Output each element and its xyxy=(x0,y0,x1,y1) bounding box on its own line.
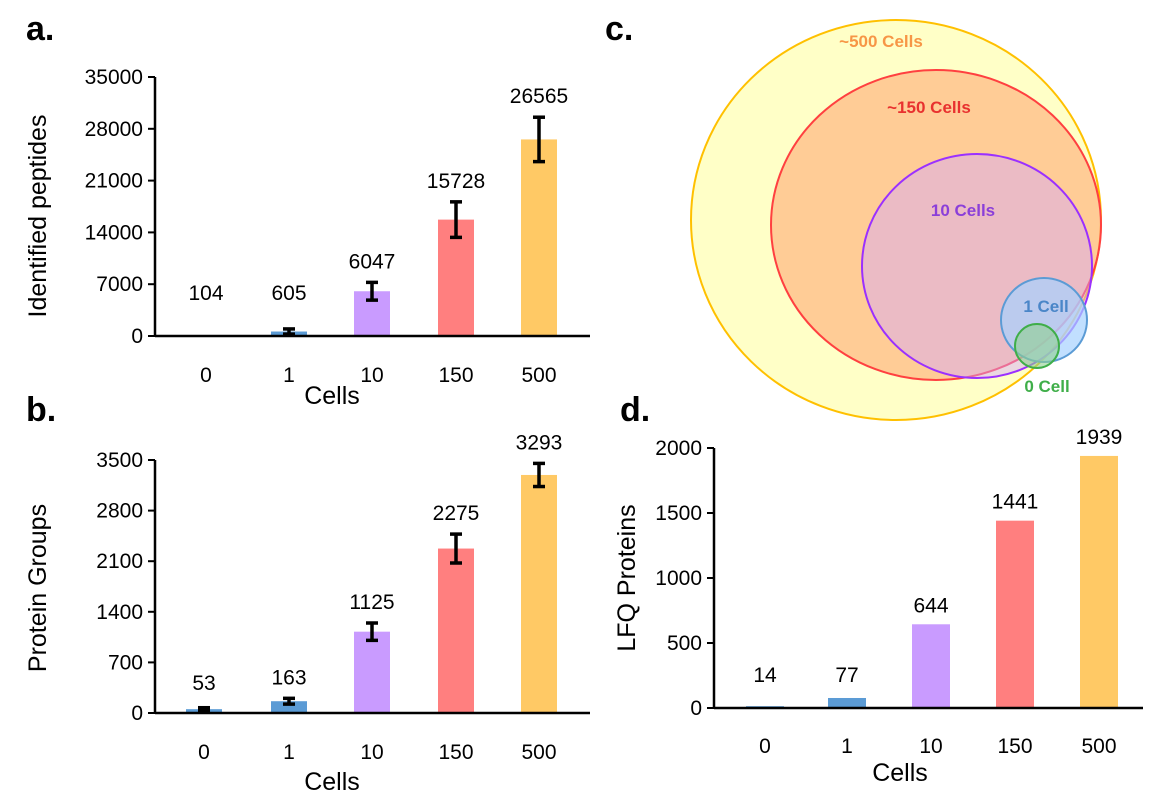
y-tick-label: 3500 xyxy=(96,449,143,472)
x-tick-label: 1 xyxy=(283,741,295,764)
data-label: 14 xyxy=(753,664,777,687)
y-tick-label: 2800 xyxy=(96,500,143,523)
venn-label-500-cells: ~500 Cells xyxy=(839,32,923,51)
bar-150-cells xyxy=(438,548,474,713)
y-tick-label: 14000 xyxy=(85,221,143,244)
data-label: 163 xyxy=(271,666,306,689)
x-tick-label: 150 xyxy=(997,735,1032,758)
data-label: 104 xyxy=(188,282,223,305)
x-tick-label: 500 xyxy=(521,741,556,764)
y-tick-label: 7000 xyxy=(96,273,143,296)
bar-1-cells xyxy=(828,697,866,708)
panel-a-peptides-chart: a. Identified peptides 0 7000 14000 21000 28… xyxy=(24,10,590,410)
y-tick-label: 1000 xyxy=(655,567,702,590)
venn-circle-0-cell xyxy=(1014,323,1060,369)
data-label: 1441 xyxy=(992,491,1039,514)
panel-b-y-axis-title: Protein Groups xyxy=(24,504,52,672)
data-label: 3293 xyxy=(516,431,563,454)
venn-label-0-cell: 0 Cell xyxy=(1024,377,1069,396)
y-tick-label: 0 xyxy=(690,697,702,720)
x-tick-label: 1 xyxy=(841,735,853,758)
x-tick-label: 500 xyxy=(1081,735,1116,758)
panel-a-y-axis-title: Identified peptides xyxy=(24,115,52,318)
x-tick-label: 10 xyxy=(919,735,942,758)
data-label: 6047 xyxy=(349,250,396,273)
data-label: 1939 xyxy=(1076,426,1123,449)
panel-b-label: b. xyxy=(26,391,56,429)
panel-b-x-axis-title: Cells xyxy=(304,768,360,796)
panel-a-label: a. xyxy=(26,10,54,48)
panel-d-y-axis-title: LFQ Proteins xyxy=(613,504,641,651)
x-tick-label: 10 xyxy=(360,364,383,387)
y-tick-label: 0 xyxy=(131,702,143,725)
bar-500-cells xyxy=(521,474,557,713)
y-tick-label: 2100 xyxy=(96,550,143,573)
bar-500-cells xyxy=(521,139,557,336)
x-tick-label: 10 xyxy=(360,741,383,764)
x-tick-label: 0 xyxy=(200,364,212,387)
y-tick-label: 700 xyxy=(108,651,143,674)
x-tick-label: 150 xyxy=(438,364,473,387)
venn-label-150-cells: ~150 Cells xyxy=(887,98,971,117)
data-label: 53 xyxy=(192,672,215,695)
x-tick-label: 500 xyxy=(521,364,556,387)
y-tick-label: 1500 xyxy=(655,502,702,525)
bar-1-cells xyxy=(271,701,307,713)
panel-d-x-axis-title: Cells xyxy=(872,759,928,787)
y-tick-label: 2000 xyxy=(655,437,702,460)
panel-c-venn-diagram: c. ~500 Cells ~150 Cells 10 Cells 1 Cell… xyxy=(605,10,1102,421)
bar-150-cells xyxy=(996,520,1034,708)
y-tick-label: 1400 xyxy=(96,601,143,624)
x-tick-label: 150 xyxy=(438,741,473,764)
data-label: 605 xyxy=(271,282,306,305)
venn-label-1-cell: 1 Cell xyxy=(1023,297,1068,316)
venn-label-10-cells: 10 Cells xyxy=(931,201,995,220)
y-tick-label: 28000 xyxy=(85,118,143,141)
data-label: 15728 xyxy=(427,170,485,193)
panel-d-label: d. xyxy=(620,391,650,429)
x-tick-label: 1 xyxy=(283,364,295,387)
bar-10-cells xyxy=(912,624,950,708)
bar-10-cells xyxy=(354,631,390,713)
panel-a-x-axis-title: Cells xyxy=(304,382,360,410)
panel-b-protein-groups-chart: b. Protein Groups 0 700 1400 2100 2800 3500 5… xyxy=(24,391,590,796)
data-label: 77 xyxy=(835,664,858,687)
y-tick-label: 500 xyxy=(667,632,702,655)
y-tick-label: 21000 xyxy=(85,170,143,193)
data-label: 1125 xyxy=(349,591,394,614)
panel-c-label: c. xyxy=(605,10,633,48)
data-label: 2275 xyxy=(433,502,480,525)
data-label: 644 xyxy=(913,594,948,617)
y-tick-label: 0 xyxy=(131,325,143,348)
x-tick-label: 0 xyxy=(759,735,771,758)
data-label: 26565 xyxy=(510,85,568,108)
x-tick-label: 0 xyxy=(198,741,210,764)
y-tick-label: 35000 xyxy=(85,66,143,89)
bar-500-cells xyxy=(1080,455,1118,708)
